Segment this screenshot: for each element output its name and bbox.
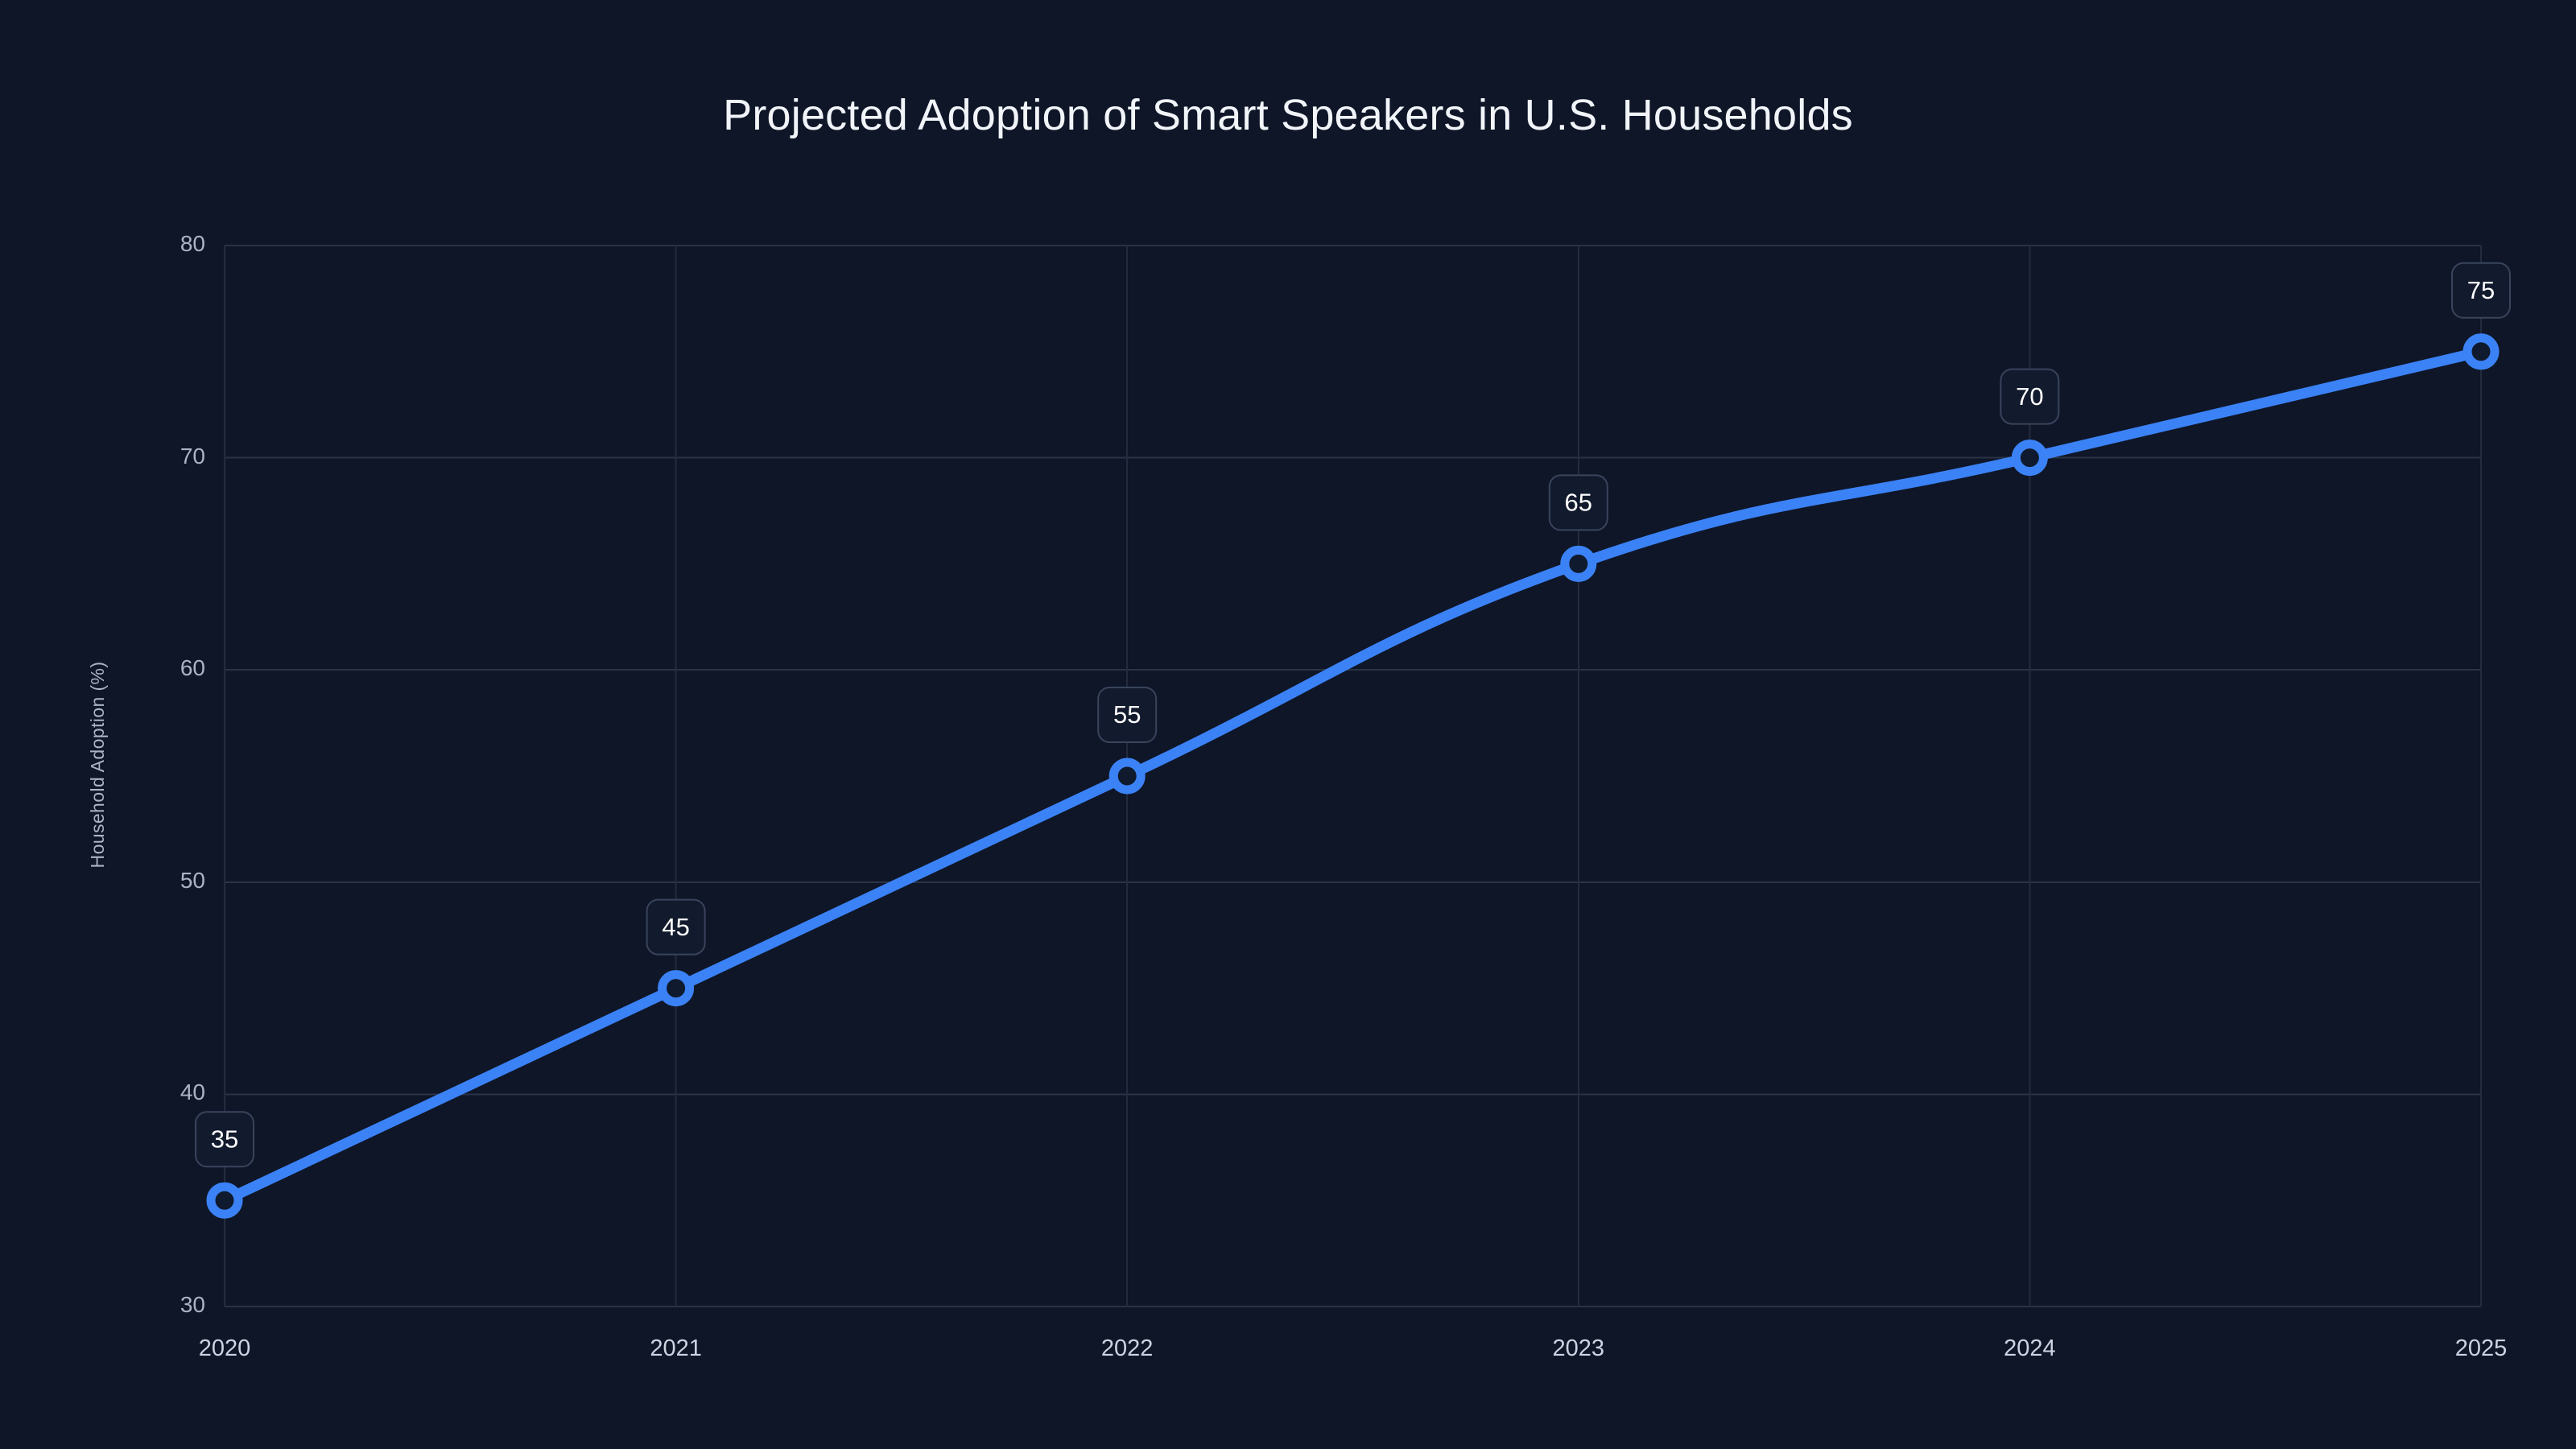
value-badge-text: 55 xyxy=(1113,700,1141,729)
x-tick-label-2023: 2023 xyxy=(1552,1335,1605,1361)
value-badge-2023: 65 xyxy=(1548,474,1608,531)
data-point-labels: 35 45 55 65 70 75 xyxy=(195,262,2511,1168)
y-tick-label-70: 70 xyxy=(180,443,205,469)
data-point-marker-2022[interactable] xyxy=(1108,758,1146,795)
y-tick-label-30: 30 xyxy=(180,1292,205,1317)
value-badge-text: 75 xyxy=(2467,276,2495,304)
value-badge-background xyxy=(2451,262,2511,319)
value-badge-text: 70 xyxy=(2016,382,2043,411)
vertical-gridlines xyxy=(224,246,2482,1307)
value-badge-background xyxy=(195,1111,254,1168)
value-badge-background xyxy=(2000,368,2060,425)
value-badge-text: 45 xyxy=(662,913,689,941)
y-tick-label-40: 40 xyxy=(180,1080,205,1105)
y-tick-label-80: 80 xyxy=(180,231,205,256)
y-tick-label-60: 60 xyxy=(180,655,205,681)
value-badge-2021: 45 xyxy=(646,898,706,956)
data-point-markers xyxy=(206,333,2500,1219)
data-point-marker-2023[interactable] xyxy=(1560,545,1597,582)
value-badge-2022: 55 xyxy=(1097,687,1158,743)
data-point-marker-2020[interactable] xyxy=(206,1182,243,1219)
x-tick-label-2025: 2025 xyxy=(2454,1335,2508,1361)
y-tick-label-50: 50 xyxy=(180,867,205,893)
value-badge-2025: 75 xyxy=(2451,262,2511,319)
value-badge-background xyxy=(646,898,706,956)
x-tick-label-2020: 2020 xyxy=(198,1335,251,1361)
series-line-household-adoption xyxy=(219,346,2487,1206)
horizontal-gridlines xyxy=(225,245,2481,1307)
value-badge-background xyxy=(1097,687,1158,743)
value-badge-background xyxy=(1548,474,1608,531)
x-tick-label-2024: 2024 xyxy=(2004,1335,2056,1361)
x-tick-label-2021: 2021 xyxy=(650,1335,702,1361)
data-point-marker-2025[interactable] xyxy=(2462,333,2500,370)
value-badge-text: 35 xyxy=(211,1125,238,1153)
value-badge-text: 65 xyxy=(1565,489,1592,517)
series-line-group xyxy=(219,346,2487,1206)
value-badge-2020: 35 xyxy=(195,1111,254,1168)
data-point-marker-2021[interactable] xyxy=(658,970,695,1007)
x-tick-label-2022: 2022 xyxy=(1100,1335,1154,1361)
data-point-marker-2024[interactable] xyxy=(2011,440,2048,477)
value-badge-2024: 70 xyxy=(2000,368,2060,425)
chart-title: Projected Adoption of Smart Speakers in … xyxy=(723,91,1853,139)
